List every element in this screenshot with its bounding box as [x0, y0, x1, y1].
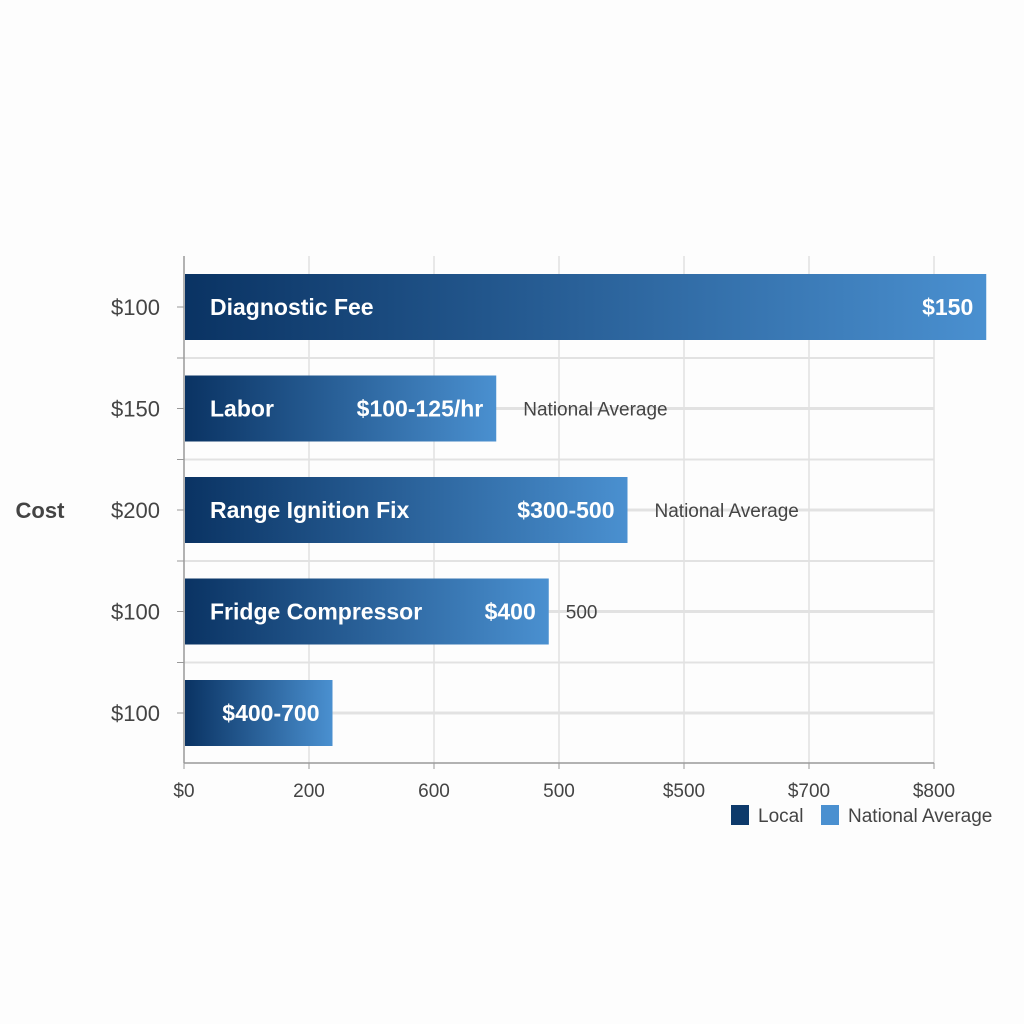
- bar-value-label: $400: [485, 599, 536, 625]
- bar-outside-label: 500: [566, 603, 598, 624]
- bar-category-label: Labor: [210, 396, 274, 422]
- legend-label: National Average: [848, 806, 992, 827]
- bar: [185, 477, 628, 543]
- x-tick-label: 600: [418, 781, 450, 802]
- legend-swatch: [731, 805, 749, 825]
- bar-value-label: $300-500: [517, 497, 614, 523]
- bar: [185, 375, 497, 442]
- x-tick-label: $500: [663, 781, 705, 802]
- bar-category-label: Diagnostic Fee: [210, 294, 374, 320]
- bar-category-label: Fridge Compressor: [210, 599, 422, 625]
- bar: [185, 274, 987, 340]
- x-tick-label: 500: [543, 781, 575, 802]
- x-tick-label: $800: [913, 781, 955, 802]
- legend: Local National Average: [731, 805, 992, 827]
- y-axis-label: Cost: [16, 498, 66, 523]
- y-tick-label: $100: [111, 295, 160, 320]
- bar-value-label: $400-700: [222, 700, 319, 726]
- y-tick-label: $100: [111, 701, 160, 726]
- x-tick-label: $700: [788, 781, 830, 802]
- bar-value-label: $150: [922, 294, 973, 320]
- bars: Diagnostic Fee $150 Labor $100-125/hr Nation…: [185, 274, 987, 746]
- y-tick-label: $200: [111, 498, 160, 523]
- axes: $0 200 600 500 $500 $700 $800 $100 $150 $200 $100 $…: [111, 256, 955, 802]
- y-tick-label: $100: [111, 600, 160, 625]
- legend-label: Local: [758, 806, 803, 827]
- bar: [185, 578, 549, 645]
- bar-outside-label: National Average: [523, 400, 667, 421]
- bar: [185, 680, 333, 746]
- bar-outside-label: National Average: [655, 501, 799, 522]
- bar-category-label: Range Ignition Fix: [210, 497, 410, 523]
- bar-value-label: $100-125/hr: [357, 396, 484, 422]
- legend-swatch: [821, 805, 839, 825]
- x-tick-label: $0: [173, 781, 194, 802]
- y-tick-label: $150: [111, 397, 160, 422]
- x-tick-label: 200: [293, 781, 325, 802]
